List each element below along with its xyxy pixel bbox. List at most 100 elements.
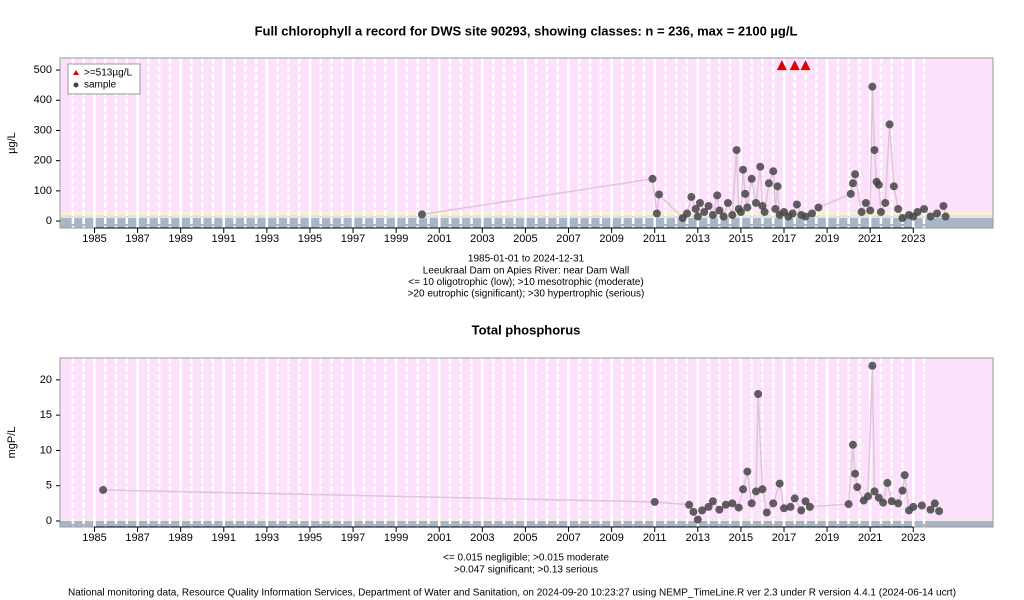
x-tick-label: 2015 — [729, 532, 753, 544]
sample-point — [732, 146, 741, 155]
sample-point — [751, 198, 760, 207]
sample-point — [851, 469, 860, 478]
sample-point — [773, 182, 782, 191]
sample-point — [932, 209, 941, 218]
x-tick-label: 2019 — [815, 532, 839, 544]
sample-point — [764, 179, 773, 188]
x-tick-label: 2005 — [513, 532, 537, 544]
sample-point — [652, 209, 661, 218]
sample-point — [879, 498, 888, 507]
sample-point — [754, 389, 763, 398]
x-tick-label: 2015 — [729, 233, 753, 245]
x-tick-label: 1997 — [341, 233, 365, 245]
sample-point — [848, 440, 857, 449]
y-tick-label: 200 — [34, 155, 52, 167]
x-tick-label: 1997 — [341, 532, 365, 544]
sample-point — [848, 179, 857, 188]
sample-point — [881, 198, 890, 207]
sample-point — [898, 486, 907, 495]
sample-point — [851, 170, 860, 179]
sample-point — [864, 492, 873, 501]
x-tick-label: 1999 — [384, 233, 408, 245]
sample-point — [760, 207, 769, 216]
sample-point — [650, 497, 659, 506]
sample-point — [687, 192, 696, 201]
sample-point — [728, 499, 737, 508]
x-tick-label: 1989 — [168, 532, 192, 544]
sample-point — [747, 174, 756, 183]
x-tick-label: 2007 — [556, 233, 580, 245]
sample-point — [885, 120, 894, 129]
x-tick-label: 2001 — [427, 233, 451, 245]
sample-point — [939, 201, 948, 210]
chart-title: Full chlorophyll a record for DWS site 9… — [255, 23, 798, 38]
x-tick-label: 1993 — [255, 532, 279, 544]
sample-point — [721, 500, 730, 509]
sample-point — [743, 467, 752, 476]
legend-box — [67, 63, 141, 95]
sample-point — [866, 206, 875, 215]
sample-point — [846, 189, 855, 198]
sample-point — [814, 203, 823, 212]
sample-point — [739, 165, 748, 174]
note: 1985-01-01 to 2024-12-31 — [468, 254, 585, 265]
legend-swatch — [73, 70, 79, 75]
sample-point — [894, 499, 903, 508]
sample-point — [689, 507, 698, 516]
sample-point — [790, 494, 799, 503]
x-tick-label: 1999 — [384, 532, 408, 544]
sample-point — [683, 209, 692, 218]
sample-point — [844, 500, 853, 509]
sample-point — [779, 504, 788, 513]
x-tick-label: 1995 — [298, 233, 322, 245]
legend-swatch — [73, 82, 79, 88]
x-tick-label: 2023 — [901, 233, 925, 245]
sample-point — [769, 167, 778, 176]
sample-point — [704, 201, 713, 210]
y-tick-label: 15 — [40, 409, 52, 421]
sample-point — [857, 207, 866, 216]
x-tick-label: 2021 — [858, 233, 882, 245]
x-tick-label: 2003 — [470, 532, 494, 544]
sample-point — [762, 508, 771, 517]
x-tick-label: 2011 — [643, 532, 667, 544]
sample-point — [870, 146, 879, 155]
sample-point — [99, 485, 108, 494]
legend-label: >=513µg/L — [84, 68, 132, 79]
sample-point — [868, 361, 877, 370]
x-tick-label: 2001 — [427, 532, 451, 544]
sample-point — [769, 499, 778, 508]
sample-point — [695, 198, 704, 207]
sample-point — [898, 214, 907, 223]
y-axis-label: mgP/L — [6, 427, 18, 459]
x-tick-label: 1991 — [212, 233, 236, 245]
sample-point — [887, 497, 896, 506]
sample-point — [648, 174, 657, 183]
sample-point — [792, 200, 801, 209]
x-tick-label: 2021 — [858, 532, 882, 544]
sample-point — [739, 485, 748, 494]
sample-point — [894, 204, 903, 213]
sample-point — [655, 190, 664, 199]
sample-point — [693, 212, 702, 221]
x-tick-label: 2003 — [470, 233, 494, 245]
sample-point — [874, 180, 883, 189]
sample-point — [930, 499, 939, 508]
note: >20 eutrophic (significant); >30 hypertr… — [408, 289, 645, 300]
x-tick-label: 2017 — [772, 532, 796, 544]
x-tick-label: 2005 — [513, 233, 537, 245]
y-tick-label: 5 — [46, 480, 52, 492]
y-tick-label: 0 — [46, 515, 52, 527]
sample-point — [693, 515, 702, 524]
x-tick-label: 1985 — [82, 532, 106, 544]
sample-point — [756, 162, 765, 171]
x-tick-label: 1987 — [125, 532, 149, 544]
sample-point — [719, 212, 728, 221]
exceed-marker — [789, 60, 800, 71]
sample-point — [715, 206, 724, 215]
x-tick-label: 2009 — [599, 233, 623, 245]
y-tick-label: 400 — [34, 94, 52, 106]
sample-point — [723, 198, 732, 207]
x-tick-label: 1987 — [125, 233, 149, 245]
